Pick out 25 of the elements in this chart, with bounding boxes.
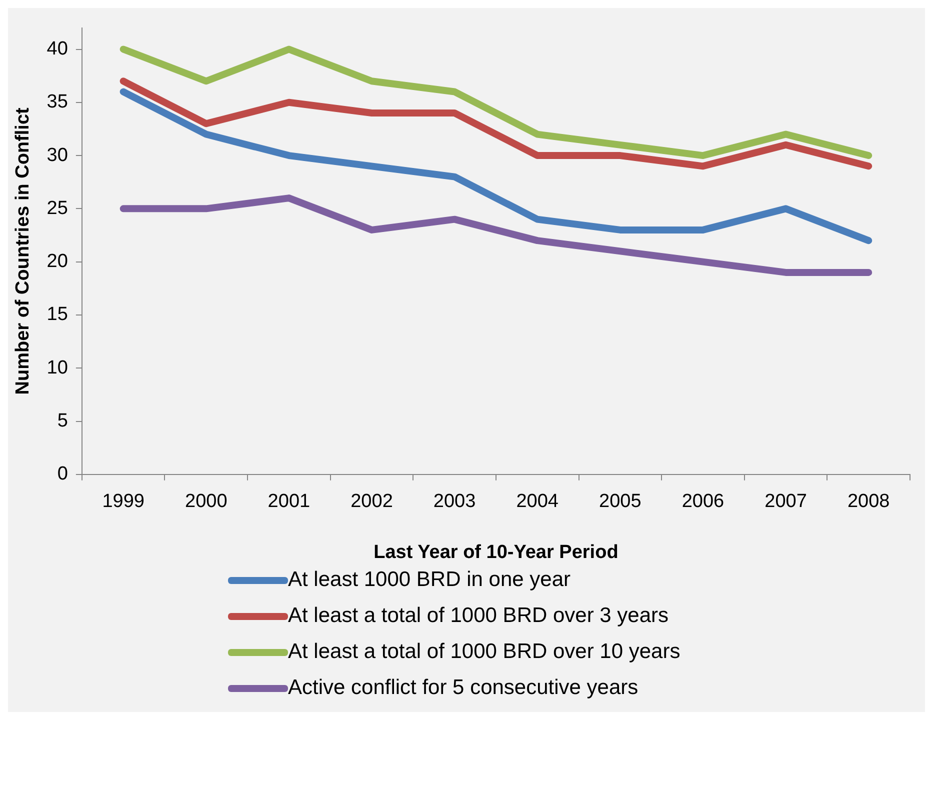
y-tick-label: 35: [46, 92, 68, 113]
y-tick-label: 0: [57, 464, 68, 485]
y-tick-label: 20: [46, 251, 68, 272]
x-tick-label: 2005: [599, 491, 642, 512]
y-axis-title: Number of Countries in Conflict: [12, 106, 34, 395]
legend-label: At least a total of 1000 BRD over 10 years: [288, 640, 680, 664]
legend-label: At least 1000 BRD in one year: [288, 568, 570, 592]
x-tick-label: 2004: [516, 491, 559, 512]
y-tick-label: 5: [57, 410, 68, 432]
x-tick-label: 2002: [350, 491, 393, 512]
x-tick-label: 1999: [102, 491, 144, 512]
x-tick-label: 2000: [185, 491, 228, 512]
y-tick-label: 25: [46, 198, 68, 219]
y-tick-label: 40: [46, 38, 68, 60]
legend-label: Active conflict for 5 consecutive years: [288, 676, 638, 700]
x-tick-label: 2006: [682, 491, 724, 512]
x-tick-label: 2003: [433, 491, 476, 512]
x-tick-label: 2008: [847, 491, 890, 512]
y-tick-label: 10: [46, 357, 68, 378]
y-tick-label: 30: [46, 144, 68, 166]
x-tick-label: 2001: [268, 491, 310, 512]
x-axis-title: Last Year of 10-Year Period: [374, 542, 618, 563]
legend-label: At least a total of 1000 BRD over 3 years: [288, 604, 669, 628]
x-tick-label: 2007: [764, 491, 807, 512]
y-tick-label: 15: [46, 304, 68, 326]
